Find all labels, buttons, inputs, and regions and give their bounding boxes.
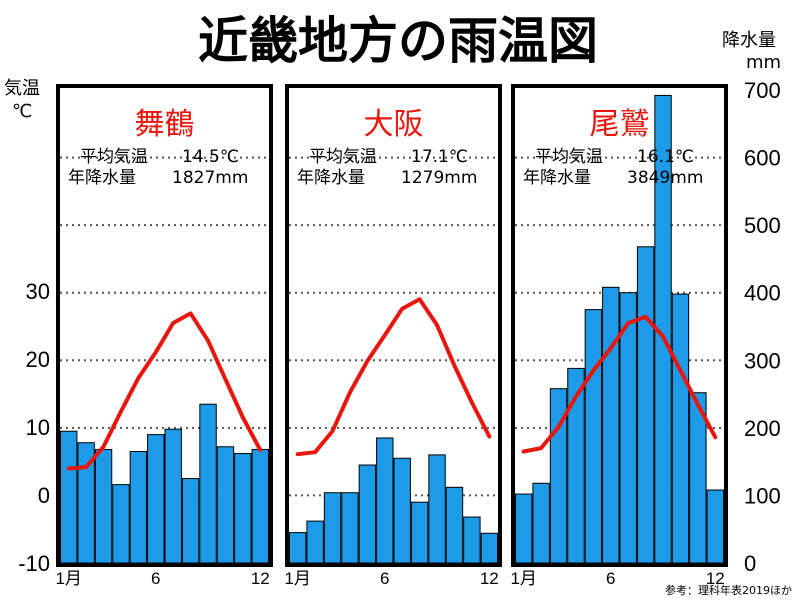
precipitation-tick-label: 300 [744,348,781,373]
precipitation-bar [289,532,307,564]
precipitation-bar [251,448,269,564]
month-tick-label: 12 [480,569,499,588]
panel-frame [56,84,273,567]
temperature-axis-unit: ℃ [12,101,32,122]
avg-temp-value: 14.5℃ [182,147,239,167]
precipitation-bar [181,478,200,564]
month-tick-label: 1月 [284,569,310,588]
month-tick-label: 1月 [510,569,536,588]
city-name: 舞鶴 [135,107,195,142]
precipitation-bar [463,516,481,564]
precipitation-tick-label: 600 [744,146,781,171]
page-title: 近畿地方の雨温図 [198,12,598,70]
precipitation-bar [602,286,620,564]
temperature-tick-label: 10 [26,415,50,440]
avg-temp-value: 17.1℃ [411,147,468,167]
precipitation-bar [129,451,148,564]
annual-precip-value: 1827mm [172,168,248,188]
month-tick-label: 1月 [55,569,81,588]
avg-temp-label: 平均気温 [535,147,603,167]
precipitation-bar [671,293,690,564]
precipitation-bar [358,464,377,564]
precipitation-bar [234,453,252,564]
temperature-line [295,297,492,457]
precipitation-bar [147,434,165,564]
month-tick-label: 12 [251,569,270,588]
precipitation-bar [216,446,235,564]
precipitation-bar [410,501,429,564]
city-name: 尾鷲 [590,107,650,142]
precipitation-bar [445,486,464,564]
precipitation-bar [164,428,182,564]
precipitation-tick-label: 500 [744,213,781,238]
annual-precip-label: 年降水量 [68,168,136,188]
precipitation-tick-label: 0 [744,551,756,576]
temperature-tick-label: 30 [26,279,50,304]
precipitation-bar [480,532,499,564]
temperature-line [66,311,263,471]
precipitation-bar [306,520,324,564]
precipitation-bar [341,492,359,564]
month-tick-label: 6 [380,569,389,588]
panel-frame [511,84,728,567]
precipitation-bar [323,492,342,564]
temperature-tick-label: -10 [18,551,50,576]
city-name: 大阪 [364,107,424,142]
precipitation-axis-unit: mm [746,52,781,73]
temperature-axis-ticks: 30 20 10 0 -10 [18,279,50,576]
annual-precip-value: 3849mm [627,168,703,188]
precipitation-bar [532,482,550,564]
annual-precip-label: 年降水量 [523,168,591,188]
precipitation-axis-ticks: 700 600 500 400 300 200 100 0 [744,78,781,576]
avg-temp-label: 平均気温 [309,147,377,167]
precipitation-bar [636,246,655,564]
precipitation-bar [706,489,724,564]
temperature-axis-label: 気温 [4,78,40,99]
annual-precip-label: 年降水量 [297,168,365,188]
panel-frame [285,84,502,567]
avg-temp-label: 平均気温 [80,147,148,167]
month-tick-label: 12 [706,569,725,588]
temperature-tick-label: 0 [38,483,50,508]
precipitation-bar [515,493,533,564]
precipitation-bar [60,430,78,564]
avg-temp-value: 16.1℃ [637,147,694,167]
precipitation-tick-label: 200 [744,416,781,441]
precipitation-tick-label: 400 [744,281,781,306]
month-tick-label: 6 [606,569,615,588]
precipitation-tick-label: 100 [744,483,781,508]
annual-precip-value: 1279mm [401,168,477,188]
temperature-line [521,314,718,454]
precipitation-bar [584,309,603,564]
precipitation-bar [393,457,411,564]
precipitation-bar [376,437,394,564]
precipitation-axis-label: 降水量 [722,30,776,51]
source-note: 参考：理科年表2019ほか [665,583,792,597]
precipitation-tick-label: 700 [744,78,781,103]
temperature-tick-label: 20 [26,347,50,372]
precipitation-bar [199,403,217,564]
precipitation-bar [94,448,113,564]
precipitation-bar [428,454,446,564]
month-tick-label: 6 [151,569,160,588]
precipitation-bar [112,484,130,564]
